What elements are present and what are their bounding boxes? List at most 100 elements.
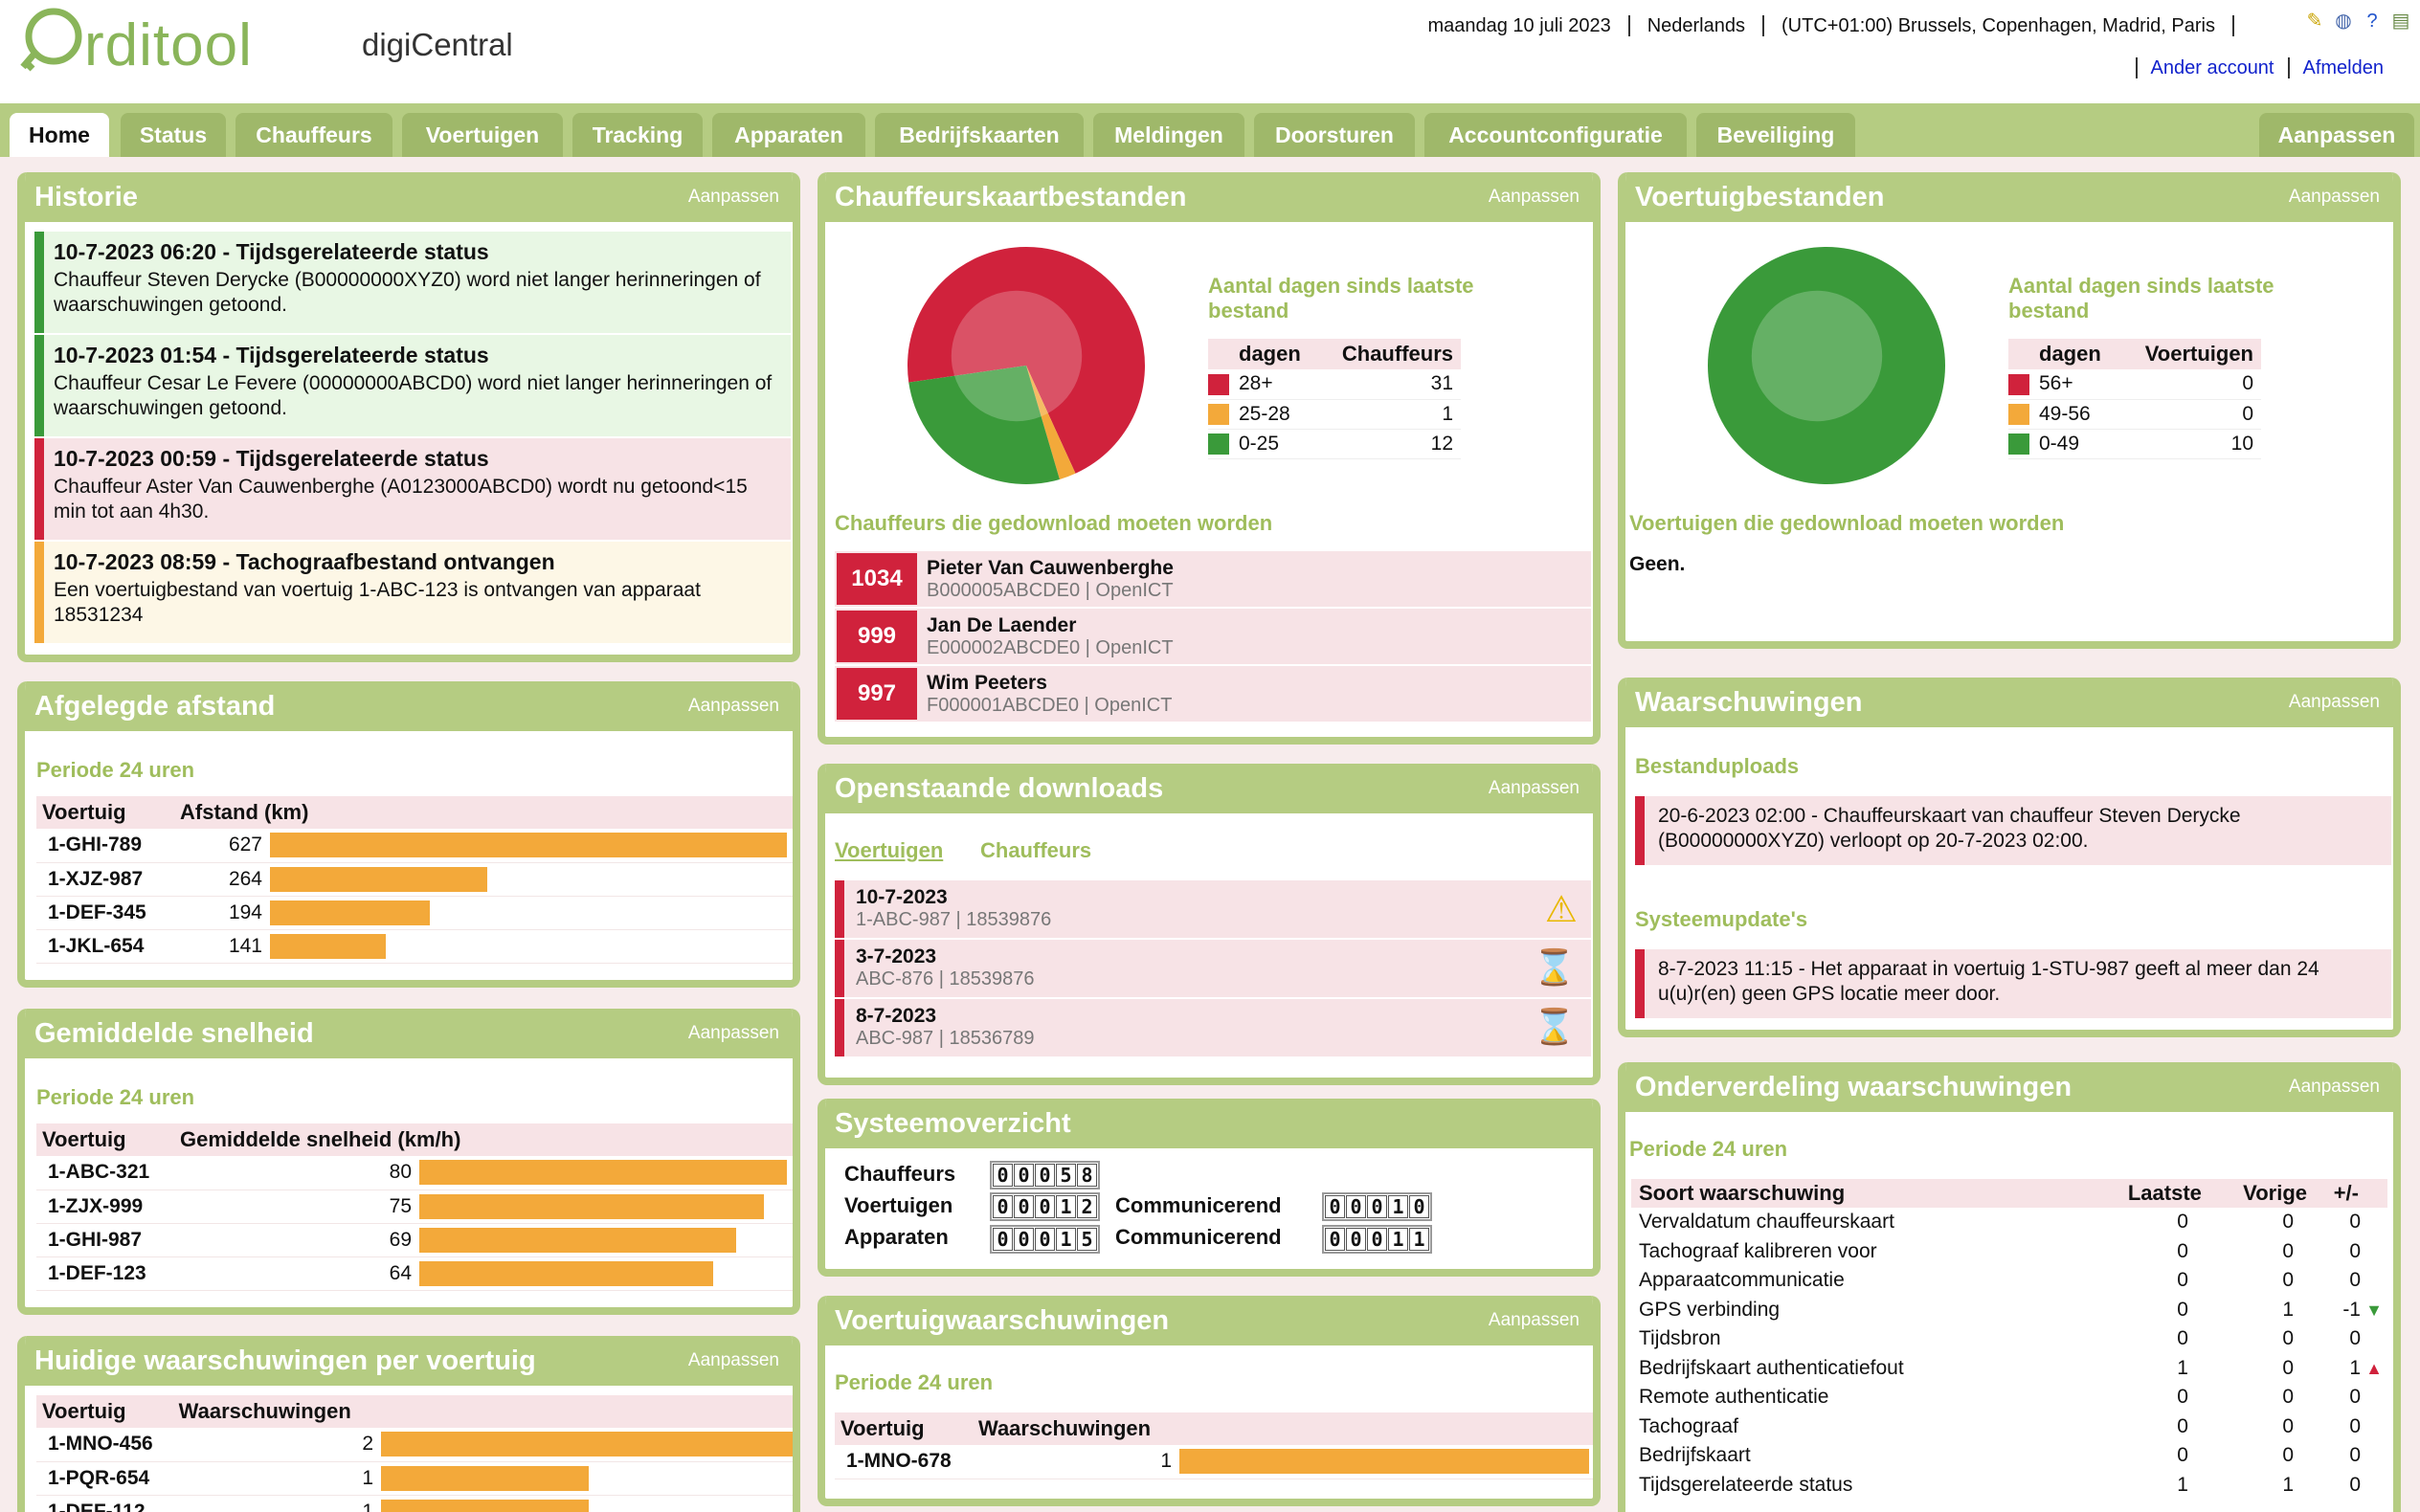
voertuigbestanden-title: Voertuigbestanden bbox=[1635, 182, 1885, 212]
tab-home[interactable]: Home bbox=[10, 113, 109, 157]
table-row[interactable]: 1-DEF-123 64 bbox=[36, 1256, 793, 1290]
other-account-link[interactable]: Ander account bbox=[2150, 57, 2274, 78]
app-name: digiCentral bbox=[362, 27, 513, 62]
tab-voertuigen-link[interactable]: Voertuigen bbox=[835, 838, 944, 862]
globe-icon[interactable]: ◍ bbox=[2335, 11, 2352, 32]
timezone-selector[interactable]: (UTC+01:00) Brussels, Copenhagen, Madrid… bbox=[1781, 15, 2215, 36]
pending-download-row[interactable]: 8-7-2023 ABC-987 | 18536789 ⌛ bbox=[835, 999, 1591, 1056]
col-vehicle: Voertuig bbox=[36, 796, 180, 829]
pending-download-row[interactable]: 10-7-2023 1-ABC-987 | 18539876 ⚠ bbox=[835, 880, 1591, 938]
delta-count: 0 bbox=[2349, 1414, 2361, 1437]
value-bar bbox=[381, 1499, 589, 1512]
driver-download-row[interactable]: 1034 Pieter Van Cauwenberghe B000005ABCDE0… bbox=[835, 551, 1591, 607]
delta-count: 0 bbox=[2349, 1386, 2361, 1409]
previous-count: 0 bbox=[2282, 1414, 2294, 1437]
driver-card: E000002ABCDE0 | OpenICT bbox=[927, 637, 1174, 658]
upload-warning[interactable]: 20-6-2023 02:00 - Chauffeurskaart van ch… bbox=[1635, 796, 2391, 865]
table-row[interactable]: 1-DEF-345 194 bbox=[36, 896, 793, 929]
table-row[interactable]: Tachograaf kalibreren voor 0 0 0 bbox=[1631, 1237, 2387, 1267]
tab-beveiliging[interactable]: Beveiliging bbox=[1696, 113, 1855, 157]
previous-count: 0 bbox=[2282, 1269, 2294, 1292]
tab-doorsturen[interactable]: Doorsturen bbox=[1254, 113, 1415, 157]
table-row[interactable]: 1-MNO-678 1 bbox=[835, 1445, 1593, 1479]
pending-download-row[interactable]: 3-7-2023 ABC-876 | 18539876 ⌛ bbox=[835, 940, 1591, 997]
counter-digit: 1 bbox=[1388, 1227, 1408, 1251]
legend-swatch bbox=[2008, 373, 2029, 395]
adjust-link[interactable]: Aanpassen bbox=[687, 187, 779, 207]
table-row[interactable]: 1-GHI-987 69 bbox=[36, 1223, 793, 1256]
adjust-link[interactable]: Aanpassen bbox=[687, 696, 779, 716]
tab-accountconfiguratie[interactable]: Accountconfiguratie bbox=[1424, 113, 1687, 157]
table-row[interactable]: GPS verbinding 0 1 -1 ▼ bbox=[1631, 1296, 2387, 1325]
adjust-link[interactable]: Aanpassen bbox=[2288, 1077, 2380, 1097]
vehicle-id: 1-GHI-987 bbox=[48, 1228, 143, 1251]
value-bar bbox=[1179, 1449, 1589, 1475]
help-balloon-icon[interactable]: ✎ bbox=[2306, 11, 2323, 32]
table-row[interactable]: 1-XJZ-987 264 bbox=[36, 862, 793, 896]
table-row[interactable]: Vervaldatum chauffeurskaart 0 0 0 bbox=[1631, 1208, 2387, 1237]
table-row[interactable]: Tijdsgerelateerde status 1 1 0 bbox=[1631, 1471, 2387, 1501]
history-item[interactable]: 10-7-2023 06:20 - Tijdsgerelateerde stat… bbox=[34, 232, 791, 333]
latest-count: 0 bbox=[2177, 1444, 2188, 1467]
counter-digit: 0 bbox=[1325, 1227, 1345, 1251]
voertuigen-legend-table: dagen Voertuigen 56+ 0 49-56 0 0-49 10 bbox=[2008, 339, 2261, 459]
legend-label: 49-56 bbox=[2039, 402, 2091, 425]
question-icon[interactable]: ? bbox=[2366, 11, 2378, 32]
driver-card: B000005ABCDE0 | OpenICT bbox=[927, 580, 1174, 601]
tab-voertuigen[interactable]: Voertuigen bbox=[402, 113, 563, 157]
driver-download-row[interactable]: 999 Jan De Laender E000002ABCDE0 | OpenICT bbox=[835, 609, 1591, 664]
adjust-link[interactable]: Aanpassen bbox=[1488, 778, 1580, 798]
table-row[interactable]: Apparaatcommunicatie 0 0 0 bbox=[1631, 1266, 2387, 1296]
table-row[interactable]: 1-PQR-654 1 bbox=[36, 1461, 793, 1495]
adjust-link[interactable]: Aanpassen bbox=[1488, 187, 1580, 207]
updates-title: Systeemupdate's bbox=[1635, 907, 1808, 931]
tab-apparaten[interactable]: Apparaten bbox=[712, 113, 865, 157]
tab-status[interactable]: Status bbox=[121, 113, 226, 157]
row-value: 64 bbox=[389, 1261, 412, 1284]
vehicle-id: 1-ABC-321 bbox=[48, 1161, 150, 1184]
adjust-link[interactable]: Aanpassen bbox=[687, 1023, 779, 1043]
language-selector[interactable]: Nederlands bbox=[1647, 15, 1745, 36]
adjust-link[interactable]: Aanpassen bbox=[687, 1350, 779, 1370]
update-warning[interactable]: 8-7-2023 11:15 - Het apparaat in voertui… bbox=[1635, 949, 2391, 1018]
tab-chauffeurs[interactable]: Chauffeurs bbox=[235, 113, 392, 157]
legend-row: 0-49 10 bbox=[2008, 429, 2261, 458]
table-row[interactable]: 1-MNO-456 2 bbox=[36, 1428, 793, 1461]
voertuigen-pie-chart bbox=[1708, 247, 1945, 484]
document-icon[interactable]: ▤ bbox=[2391, 11, 2410, 32]
logo[interactable]: rditool bbox=[17, 4, 252, 80]
table-row[interactable]: Bedrijfskaart 0 0 0 bbox=[1631, 1441, 2387, 1471]
tab-aanpassen[interactable]: Aanpassen bbox=[2259, 113, 2414, 157]
table-row[interactable]: 1-ZJX-999 75 bbox=[36, 1190, 793, 1223]
driver-download-row[interactable]: 997 Wim Peeters F000001ABCDE0 | OpenICT bbox=[835, 666, 1591, 722]
table-row[interactable]: Bedrijfskaart authenticatiefout 1 0 1 ▲ bbox=[1631, 1354, 2387, 1384]
tab-bedrijfskaarten[interactable]: Bedrijfskaarten bbox=[875, 113, 1084, 157]
table-row[interactable]: 1-ABC-321 80 bbox=[36, 1156, 793, 1190]
table-row[interactable]: 1-DEF-112 1 bbox=[36, 1495, 793, 1512]
huidige-title: Huidige waarschuwingen per voertuig bbox=[34, 1345, 536, 1376]
table-row[interactable]: Tachograaf 0 0 0 bbox=[1631, 1412, 2387, 1442]
historie-panel: Historie Aanpassen 10-7-2023 06:20 - Tijd… bbox=[17, 172, 800, 662]
col-value: Gemiddelde snelheid (km/h) bbox=[180, 1123, 793, 1156]
legend-row: 0-25 12 bbox=[1208, 429, 1461, 458]
col-vehicle: Voertuig bbox=[36, 1123, 180, 1156]
logout-link[interactable]: Afmelden bbox=[2302, 57, 2385, 78]
adjust-link[interactable]: Aanpassen bbox=[2288, 187, 2380, 207]
table-row[interactable]: 1-JKL-654 141 bbox=[36, 929, 793, 963]
history-item[interactable]: 10-7-2023 01:54 - Tijdsgerelateerde stat… bbox=[34, 335, 791, 436]
history-item[interactable]: 10-7-2023 00:59 - Tijdsgerelateerde stat… bbox=[34, 438, 791, 540]
systeem-panel: Systeemoverzicht Chauffeurs 0 0 0 5 8 Voertui… bbox=[818, 1099, 1601, 1277]
history-item[interactable]: 10-7-2023 08:59 - Tachograafbestand ontv… bbox=[34, 542, 791, 643]
pie-shine bbox=[1751, 290, 1883, 422]
value-bar bbox=[381, 1465, 589, 1491]
adjust-link[interactable]: Aanpassen bbox=[1488, 1310, 1580, 1330]
tab-meldingen[interactable]: Meldingen bbox=[1093, 113, 1244, 157]
table-row[interactable]: 1-GHI-789 627 bbox=[36, 829, 793, 862]
table-row[interactable]: Tijdsbron 0 0 0 bbox=[1631, 1324, 2387, 1354]
tab-tracking[interactable]: Tracking bbox=[572, 113, 703, 157]
adjust-link[interactable]: Aanpassen bbox=[2288, 692, 2380, 712]
pie-slice bbox=[1708, 247, 1945, 484]
tab-chauffeurs-link[interactable]: Chauffeurs bbox=[980, 838, 1092, 862]
table-row[interactable]: Remote authenticatie 0 0 0 bbox=[1631, 1383, 2387, 1412]
